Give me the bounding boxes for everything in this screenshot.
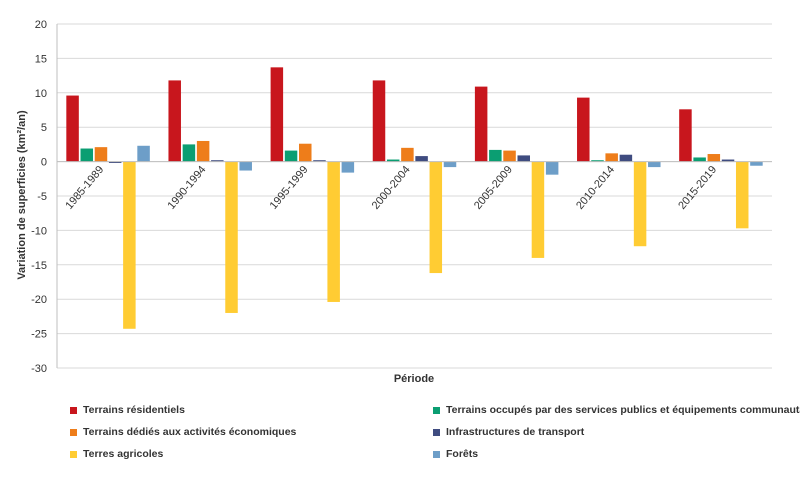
y-tick-label: -25 xyxy=(31,329,47,341)
y-tick-label: -5 xyxy=(37,191,47,203)
bar xyxy=(196,140,210,162)
y-tick-label: 0 xyxy=(41,157,47,169)
bar xyxy=(94,147,108,162)
bar xyxy=(168,80,181,162)
y-tick-label: -15 xyxy=(31,260,47,272)
bar xyxy=(313,160,326,162)
bar xyxy=(443,161,457,168)
y-tick-label: 5 xyxy=(41,122,47,134)
bar xyxy=(648,161,661,168)
x-tick-label: 2015-2019 xyxy=(676,164,719,212)
y-tick-label: 10 xyxy=(35,88,47,100)
y-tick-label: -30 xyxy=(31,363,47,375)
bar xyxy=(750,161,763,166)
x-tick-label: 1995-1999 xyxy=(268,164,311,212)
bar xyxy=(605,153,618,162)
y-tick-label: -10 xyxy=(31,225,47,237)
bar xyxy=(80,148,94,162)
bar xyxy=(327,161,340,302)
bar xyxy=(531,161,545,258)
y-tick-label: 20 xyxy=(35,19,47,31)
x-axis-title: Période xyxy=(394,373,434,385)
y-tick-labels: 20 15 10 5 0 -5 -10 -15 -20 -25 -30 xyxy=(31,19,47,375)
bar xyxy=(211,160,224,162)
bar xyxy=(284,150,298,162)
bar xyxy=(517,155,530,162)
bar xyxy=(239,161,252,171)
bar xyxy=(123,161,136,329)
y-tick-label: 15 xyxy=(35,53,47,65)
x-tick-label: 2000-2004 xyxy=(370,164,413,212)
bar xyxy=(137,145,150,162)
bar xyxy=(679,109,692,162)
bar xyxy=(503,150,516,162)
bar xyxy=(182,144,196,162)
bar xyxy=(429,161,443,274)
gridlines xyxy=(57,23,772,369)
bar xyxy=(545,161,559,175)
bar xyxy=(386,159,400,162)
bar xyxy=(372,80,386,162)
x-tick-label: 2005-2009 xyxy=(472,164,515,212)
bar xyxy=(619,154,633,162)
bar xyxy=(270,67,284,162)
bar xyxy=(66,95,79,162)
bar xyxy=(341,161,355,173)
bar xyxy=(633,161,647,247)
bar xyxy=(577,97,590,162)
bar xyxy=(735,161,749,229)
x-tick-label: 2010-2014 xyxy=(574,164,617,212)
bar xyxy=(108,161,122,163)
bar xyxy=(415,156,428,162)
bar xyxy=(474,86,488,162)
bar xyxy=(591,160,604,162)
x-tick-label: 1990-1994 xyxy=(166,164,209,212)
bar xyxy=(693,157,706,162)
y-axis-title: Variation de superficies (km²/an) xyxy=(16,110,28,280)
bar xyxy=(401,147,414,162)
bar xyxy=(707,154,721,162)
axes xyxy=(56,24,772,368)
bar xyxy=(225,161,238,313)
x-tick-label: 1985-1989 xyxy=(63,164,106,212)
bars xyxy=(66,67,763,329)
bar xyxy=(299,143,312,162)
y-tick-label: -20 xyxy=(31,294,47,306)
x-tick-labels: 1985-1989 1990-1994 1995-1999 2000-2004 2005… xyxy=(63,164,719,212)
bar xyxy=(489,149,502,162)
bar xyxy=(721,159,735,162)
